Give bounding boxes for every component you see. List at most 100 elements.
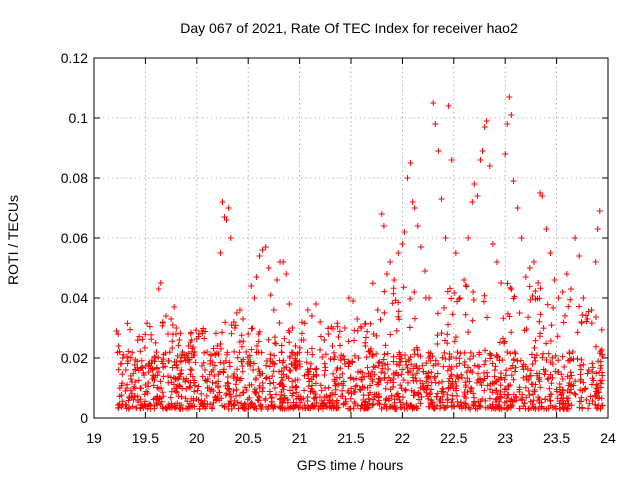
data-point: [168, 374, 175, 381]
data-point: [233, 386, 240, 393]
data-point: [362, 398, 369, 405]
data-point: [537, 311, 544, 318]
data-point: [146, 360, 153, 367]
data-point: [341, 356, 348, 363]
data-point: [224, 349, 231, 356]
data-point: [597, 377, 604, 384]
data-point: [278, 342, 285, 349]
data-point: [151, 377, 158, 384]
data-point: [533, 370, 540, 377]
data-point: [451, 289, 458, 296]
data-point: [186, 359, 193, 366]
data-point: [115, 366, 122, 373]
data-point: [447, 373, 454, 380]
data-point: [280, 357, 287, 364]
data-point: [404, 364, 411, 371]
data-point: [525, 387, 532, 394]
data-point: [340, 352, 347, 359]
data-point: [434, 370, 441, 377]
data-point: [408, 387, 415, 394]
data-point: [256, 394, 263, 401]
data-point: [408, 361, 415, 368]
data-point: [390, 404, 397, 411]
data-point: [381, 351, 388, 358]
data-point: [577, 376, 584, 383]
data-point: [185, 403, 192, 410]
data-point: [450, 402, 457, 409]
data-point: [472, 405, 479, 412]
data-point: [222, 382, 229, 389]
data-point: [490, 405, 497, 412]
data-point: [598, 380, 605, 387]
data-point: [574, 329, 581, 336]
data-point: [334, 397, 341, 404]
data-point: [430, 100, 437, 106]
data-point: [243, 386, 250, 393]
data-point: [447, 382, 454, 389]
data-point: [394, 390, 401, 397]
data-point: [443, 404, 450, 411]
data-point: [440, 363, 447, 370]
data-point: [333, 380, 340, 387]
data-point: [375, 359, 382, 366]
data-point: [467, 405, 474, 412]
data-point: [148, 357, 155, 364]
data-point: [380, 356, 387, 363]
data-point: [479, 148, 486, 154]
data-point: [263, 374, 270, 381]
data-point: [334, 323, 341, 330]
data-point: [433, 393, 440, 400]
data-point: [287, 387, 294, 394]
data-point: [442, 235, 449, 241]
data-point: [192, 359, 199, 366]
data-point: [444, 391, 451, 398]
data-point: [248, 325, 255, 332]
data-point: [389, 300, 396, 307]
data-point: [208, 351, 215, 358]
data-point: [187, 366, 194, 373]
data-point: [553, 388, 560, 395]
data-point: [277, 395, 284, 402]
data-point: [438, 378, 445, 385]
data-point: [438, 330, 445, 337]
data-point: [276, 381, 283, 388]
data-point: [327, 355, 334, 362]
y-axis-label: ROTI / TECUs: [5, 195, 21, 285]
data-point: [531, 344, 538, 351]
data-point: [411, 389, 418, 396]
data-point: [390, 285, 397, 292]
data-point: [457, 399, 464, 406]
data-point: [428, 400, 435, 407]
data-point: [547, 250, 554, 256]
data-point: [294, 376, 301, 383]
data-point: [162, 404, 169, 411]
data-point: [352, 383, 359, 390]
data-point: [214, 343, 221, 349]
data-point: [317, 319, 324, 325]
data-point: [370, 396, 377, 403]
data-point: [327, 392, 334, 399]
data-point: [137, 396, 144, 403]
data-point: [278, 368, 285, 375]
data-point: [219, 329, 226, 336]
data-point: [271, 340, 278, 347]
data-point: [414, 223, 421, 229]
data-point: [175, 342, 182, 349]
data-point: [599, 372, 606, 379]
data-point: [492, 363, 499, 370]
data-point: [308, 345, 315, 352]
data-point: [407, 368, 414, 375]
data-point: [359, 376, 366, 383]
data-point: [236, 307, 243, 313]
data-point: [124, 360, 131, 367]
data-point: [444, 397, 451, 404]
data-point: [324, 325, 331, 332]
x-tick-label: 21.5: [337, 430, 364, 446]
data-point: [375, 379, 382, 386]
data-point: [129, 349, 136, 356]
data-point: [240, 389, 247, 396]
data-point: [394, 393, 401, 400]
data-point: [462, 311, 469, 318]
data-point: [202, 377, 209, 384]
data-point: [198, 390, 205, 397]
